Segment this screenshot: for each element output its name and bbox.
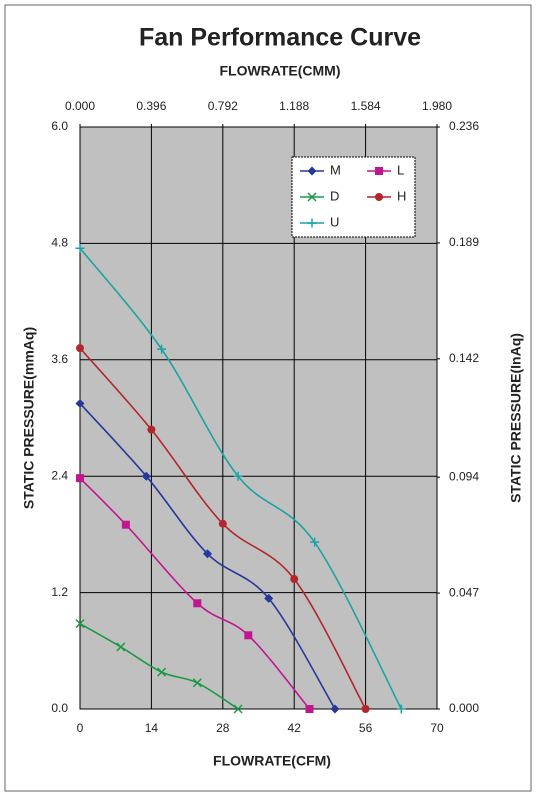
legend-label: U	[330, 214, 339, 229]
marker	[396, 704, 406, 714]
y2-tick-label: 0.000	[449, 701, 479, 715]
marker	[305, 705, 314, 713]
legend-label: H	[397, 188, 406, 203]
marker	[244, 631, 253, 640]
y2-axis-title: STATIC PRESSURE(InAq)	[508, 333, 524, 503]
y-tick-label: 3.6	[51, 352, 68, 366]
y-tick-label: 0.0	[51, 701, 68, 715]
y2-tick-label: 0.094	[449, 469, 479, 483]
legend-marker	[375, 193, 383, 201]
y-tick-label: 6.0	[51, 119, 68, 133]
marker	[141, 471, 151, 481]
legend: M L D H U	[291, 156, 416, 238]
y2-tick-label: 0.236	[449, 119, 479, 133]
marker	[76, 474, 84, 483]
marker	[157, 344, 167, 354]
marker	[193, 599, 202, 608]
marker	[192, 678, 202, 688]
y-tick-label: 4.8	[51, 236, 68, 250]
x-tick-label: 14	[145, 721, 159, 735]
x2-axis-title: FLOWRATE(CMM)	[219, 63, 340, 79]
x-tick-label: 42	[288, 721, 302, 735]
x2-tick-label: 1.980	[422, 99, 452, 113]
marker	[330, 704, 340, 714]
y-axis-title: STATIC PRESSURE(mmAq)	[21, 327, 37, 509]
marker	[233, 704, 243, 714]
marker	[75, 398, 85, 408]
legend-label: D	[330, 188, 339, 203]
x-tick-label: 28	[216, 721, 230, 735]
x2-tick-label: 0.000	[65, 99, 95, 113]
y2-tick-label: 0.142	[449, 351, 479, 365]
legend-marker	[307, 218, 317, 228]
marker	[203, 549, 212, 559]
x2-tick-label: 0.792	[208, 99, 238, 113]
marker	[76, 344, 84, 353]
x2-tick-label: 1.584	[351, 99, 381, 113]
plot-border	[79, 126, 438, 710]
x2-tick-label: 0.396	[136, 99, 166, 113]
marker	[75, 243, 85, 253]
marker	[310, 537, 320, 547]
marker	[218, 519, 227, 528]
y-tick-label: 1.2	[51, 585, 68, 599]
legend-marker	[307, 166, 317, 176]
y2-tick-label: 0.189	[449, 235, 479, 249]
y2-tick-label: 0.047	[449, 585, 479, 599]
legend-label: M	[330, 162, 341, 177]
marker	[233, 471, 243, 481]
legend-marker	[375, 167, 383, 175]
legend-label: L	[397, 162, 404, 177]
marker	[116, 642, 126, 652]
marker	[361, 705, 370, 713]
marker	[75, 619, 85, 629]
x-tick-label: 70	[430, 721, 444, 735]
legend-marker	[307, 192, 317, 202]
x-axis-title: FLOWRATE(CFM)	[213, 753, 331, 769]
marker	[147, 425, 156, 434]
chart-title: Fan Performance Curve	[139, 24, 421, 52]
marker	[290, 575, 299, 584]
marker	[157, 667, 167, 677]
x-tick-label: 0	[77, 721, 84, 735]
x2-tick-label: 1.188	[279, 99, 309, 113]
marker	[121, 520, 130, 529]
y-tick-label: 2.4	[51, 468, 68, 482]
marker	[264, 593, 274, 603]
x-tick-label: 56	[359, 721, 373, 735]
